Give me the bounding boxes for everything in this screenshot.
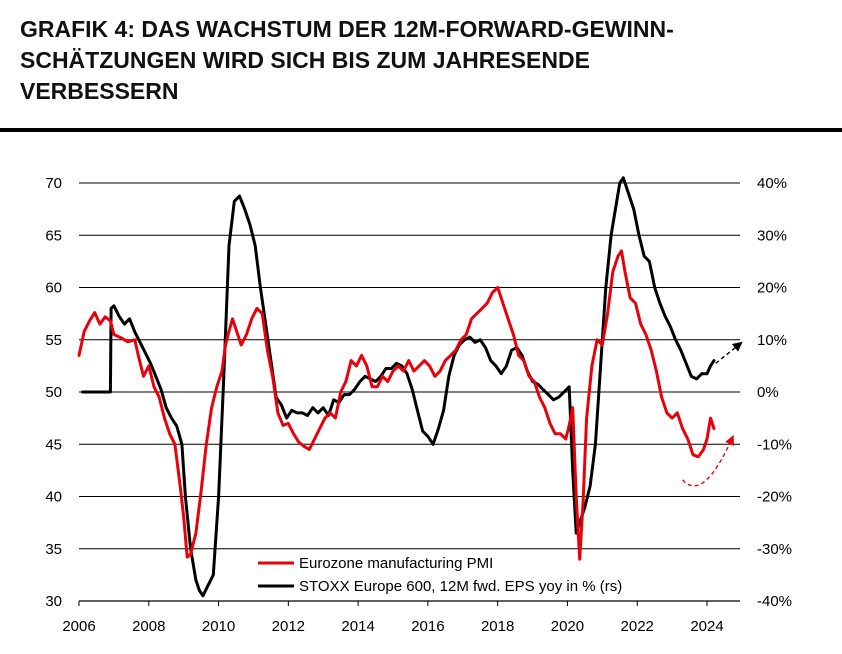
x-tick-label: 2016	[411, 618, 444, 635]
y-right-tick-label: -20%	[757, 489, 792, 506]
legend: Eurozone manufacturing PMI STOXX Europe …	[258, 555, 622, 595]
y-left-tick-label: 35	[45, 541, 62, 558]
y-right-tick-label: 10%	[757, 332, 787, 349]
chart-title: GRAFIK 4: DAS WACHSTUM DER 12M-FORWARD-G…	[20, 14, 820, 107]
series-line-eps	[81, 176, 716, 598]
x-tick-label: 2020	[551, 618, 584, 635]
y-left-tick-label: 30	[45, 593, 62, 610]
x-tick-label: 2012	[272, 618, 305, 635]
x-tick-label: 2014	[341, 618, 374, 635]
title-line-1: GRAFIK 4: DAS WACHSTUM DER 12M-FORWARD-G…	[20, 16, 674, 42]
series-line-pmi	[77, 249, 716, 561]
y-left-tick-label: 60	[45, 280, 62, 297]
y-right-tick-label: 30%	[757, 227, 787, 244]
legend-label-pmi: Eurozone manufacturing PMI	[299, 555, 493, 572]
eps-forecast-arrow	[715, 341, 743, 364]
y-right-tick-label: -10%	[757, 436, 792, 453]
y-left-tick-label: 40	[45, 489, 62, 506]
x-tick-label: 2018	[481, 618, 514, 635]
y-right-tick-label: 40%	[757, 175, 787, 192]
y-right-tick-label: -30%	[757, 541, 792, 558]
pmi-forecast-arrow	[682, 434, 735, 487]
y-right-tick-label: -40%	[757, 593, 792, 610]
y-left-tick-label: 55	[45, 332, 62, 349]
x-tick-label: 2022	[621, 618, 654, 635]
title-line-2: SCHÄTZUNGEN WIRD SICH BIS ZUM JAHRESENDE	[20, 47, 590, 73]
x-tick-label: 2010	[202, 618, 235, 635]
y-left-tick-label: 50	[45, 384, 62, 401]
x-tick-label: 2008	[132, 618, 165, 635]
title-divider	[0, 128, 842, 132]
title-line-3: VERBESSERN	[20, 78, 179, 104]
legend-label-eps: STOXX Europe 600, 12M fwd. EPS yoy in % …	[299, 578, 622, 595]
y-left-tick-label: 65	[45, 227, 62, 244]
y-right-tick-label: 20%	[757, 280, 787, 297]
y-right-tick-label: 0%	[757, 384, 779, 401]
y-left-tick-label: 45	[45, 436, 62, 453]
x-tick-label: 2006	[62, 618, 95, 635]
x-tick-label: 2024	[690, 618, 723, 635]
y-left-tick-label: 70	[45, 175, 62, 192]
